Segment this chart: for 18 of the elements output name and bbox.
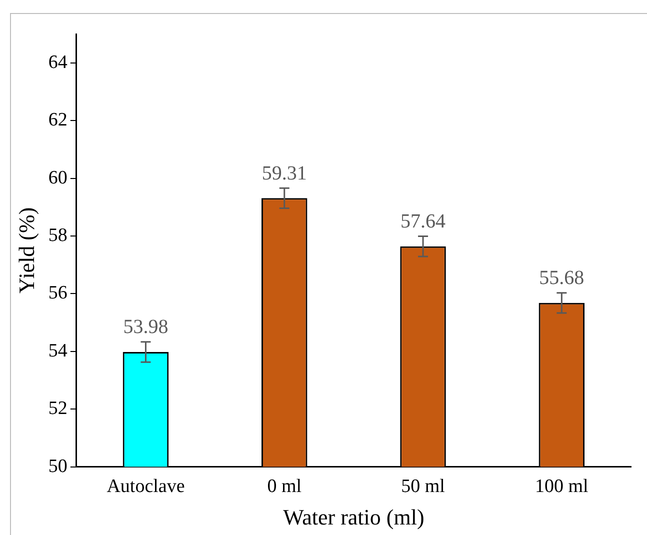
data-label: 59.31 bbox=[262, 162, 307, 184]
x-tick-label: 0 ml bbox=[267, 476, 302, 498]
y-tick-label: 52 bbox=[48, 398, 68, 420]
y-tick-label: 60 bbox=[48, 167, 68, 188]
x-tick-label: Autoclave bbox=[106, 476, 185, 498]
y-tick-label: 62 bbox=[48, 110, 68, 131]
y-tick-label: 50 bbox=[48, 456, 68, 477]
y-tick-label: 54 bbox=[48, 340, 68, 362]
x-tick-label: 50 ml bbox=[401, 476, 445, 498]
x-axis-title: Water ratio (ml) bbox=[283, 504, 424, 530]
y-tick-label: 64 bbox=[48, 52, 68, 73]
data-label: 57.64 bbox=[400, 210, 446, 233]
x-tick-label: 100 ml bbox=[535, 476, 588, 498]
y-tick-label: 56 bbox=[48, 282, 68, 304]
data-label: 53.98 bbox=[123, 316, 168, 338]
y-axis-title: Yield (%) bbox=[14, 207, 39, 294]
y-tick-label: 58 bbox=[48, 224, 68, 246]
data-label: 55.68 bbox=[539, 267, 584, 290]
